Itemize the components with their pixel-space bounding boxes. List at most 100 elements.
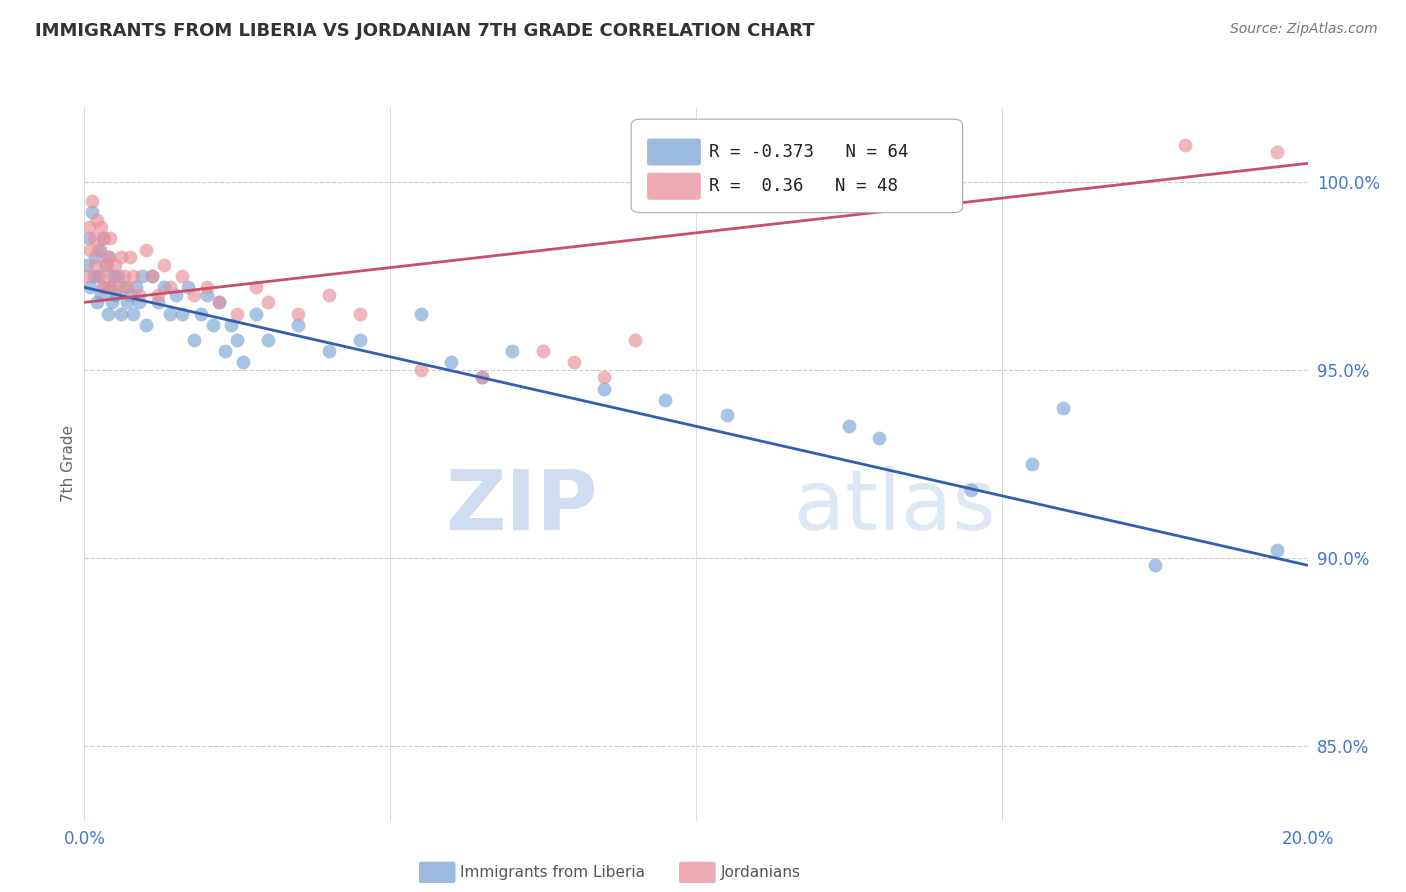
Point (716, 408, 738, 422)
Point (84, 258, 107, 272)
Point (257, 295, 280, 310)
Point (159, 307, 181, 321)
Point (654, 392, 676, 407)
Text: atlas: atlas (794, 467, 995, 547)
Point (97, 307, 120, 321)
Point (115, 280, 138, 294)
Point (84, 250, 107, 264)
Point (115, 295, 138, 310)
Point (318, 288, 340, 302)
Point (120, 288, 142, 302)
Point (409, 363, 432, 377)
FancyBboxPatch shape (631, 120, 963, 212)
Point (183, 333, 205, 347)
Text: R =  0.36   N = 48: R = 0.36 N = 48 (710, 178, 898, 195)
Point (960, 483, 983, 497)
Point (471, 370, 494, 384)
Point (97, 280, 120, 294)
Point (146, 288, 169, 302)
Point (101, 295, 124, 310)
FancyBboxPatch shape (647, 173, 700, 200)
Text: IMMIGRANTS FROM LIBERIA VS JORDANIAN 7TH GRADE CORRELATION CHART: IMMIGRANTS FROM LIBERIA VS JORDANIAN 7TH… (35, 22, 814, 40)
Point (98, 280, 121, 294)
Point (86, 295, 108, 310)
Y-axis label: 7th Grade: 7th Grade (60, 425, 76, 502)
Point (177, 280, 200, 294)
Point (219, 318, 242, 332)
Point (80, 205, 103, 219)
Point (110, 250, 132, 264)
Point (1021, 457, 1043, 471)
Point (93, 231, 115, 245)
Point (141, 268, 163, 283)
Point (245, 280, 267, 294)
Point (440, 355, 463, 369)
Point (131, 268, 153, 283)
Point (93, 280, 115, 294)
Point (77, 220, 100, 235)
Point (190, 307, 212, 321)
Point (1265, 543, 1288, 558)
Point (80, 194, 103, 208)
Point (153, 280, 176, 294)
Text: R = -0.373   N = 64: R = -0.373 N = 64 (710, 143, 908, 161)
Point (83, 231, 105, 245)
Point (593, 370, 616, 384)
Point (201, 318, 224, 332)
Point (90, 220, 112, 235)
Point (172, 307, 194, 321)
Point (86, 212, 108, 227)
Point (245, 307, 267, 321)
Point (110, 307, 132, 321)
Point (91, 231, 114, 245)
Point (120, 250, 142, 264)
Point (1143, 558, 1166, 573)
Point (107, 268, 129, 283)
Point (195, 288, 218, 302)
Point (624, 333, 647, 347)
Point (349, 333, 371, 347)
Point (128, 295, 150, 310)
Point (562, 355, 585, 369)
Point (232, 355, 254, 369)
Point (101, 268, 124, 283)
Point (318, 344, 340, 359)
Point (135, 318, 157, 332)
Text: Immigrants from Liberia: Immigrants from Liberia (460, 865, 645, 880)
Text: Source: ZipAtlas.com: Source: ZipAtlas.com (1230, 22, 1378, 37)
Point (409, 307, 432, 321)
Point (90, 288, 112, 302)
Point (141, 268, 163, 283)
Point (94, 258, 117, 272)
Point (76, 268, 98, 283)
Point (226, 307, 249, 321)
Point (89, 243, 111, 257)
Point (135, 243, 157, 257)
Point (153, 258, 176, 272)
Point (97, 250, 120, 264)
Point (104, 258, 127, 272)
Point (125, 280, 148, 294)
Point (97, 250, 120, 264)
Point (838, 419, 860, 434)
Point (77, 231, 100, 245)
Point (112, 268, 135, 283)
Point (107, 280, 129, 294)
Point (79, 280, 101, 294)
Point (146, 295, 169, 310)
Point (94, 258, 117, 272)
Point (593, 382, 616, 396)
Point (287, 307, 309, 321)
Point (172, 268, 194, 283)
Text: ZIP: ZIP (446, 467, 598, 547)
Point (79, 243, 101, 257)
Point (83, 268, 105, 283)
Point (1174, 137, 1197, 152)
Point (1265, 145, 1288, 160)
Point (531, 344, 554, 359)
Point (104, 288, 127, 302)
Point (122, 268, 145, 283)
Point (89, 268, 111, 283)
Point (128, 288, 150, 302)
Point (91, 280, 114, 294)
